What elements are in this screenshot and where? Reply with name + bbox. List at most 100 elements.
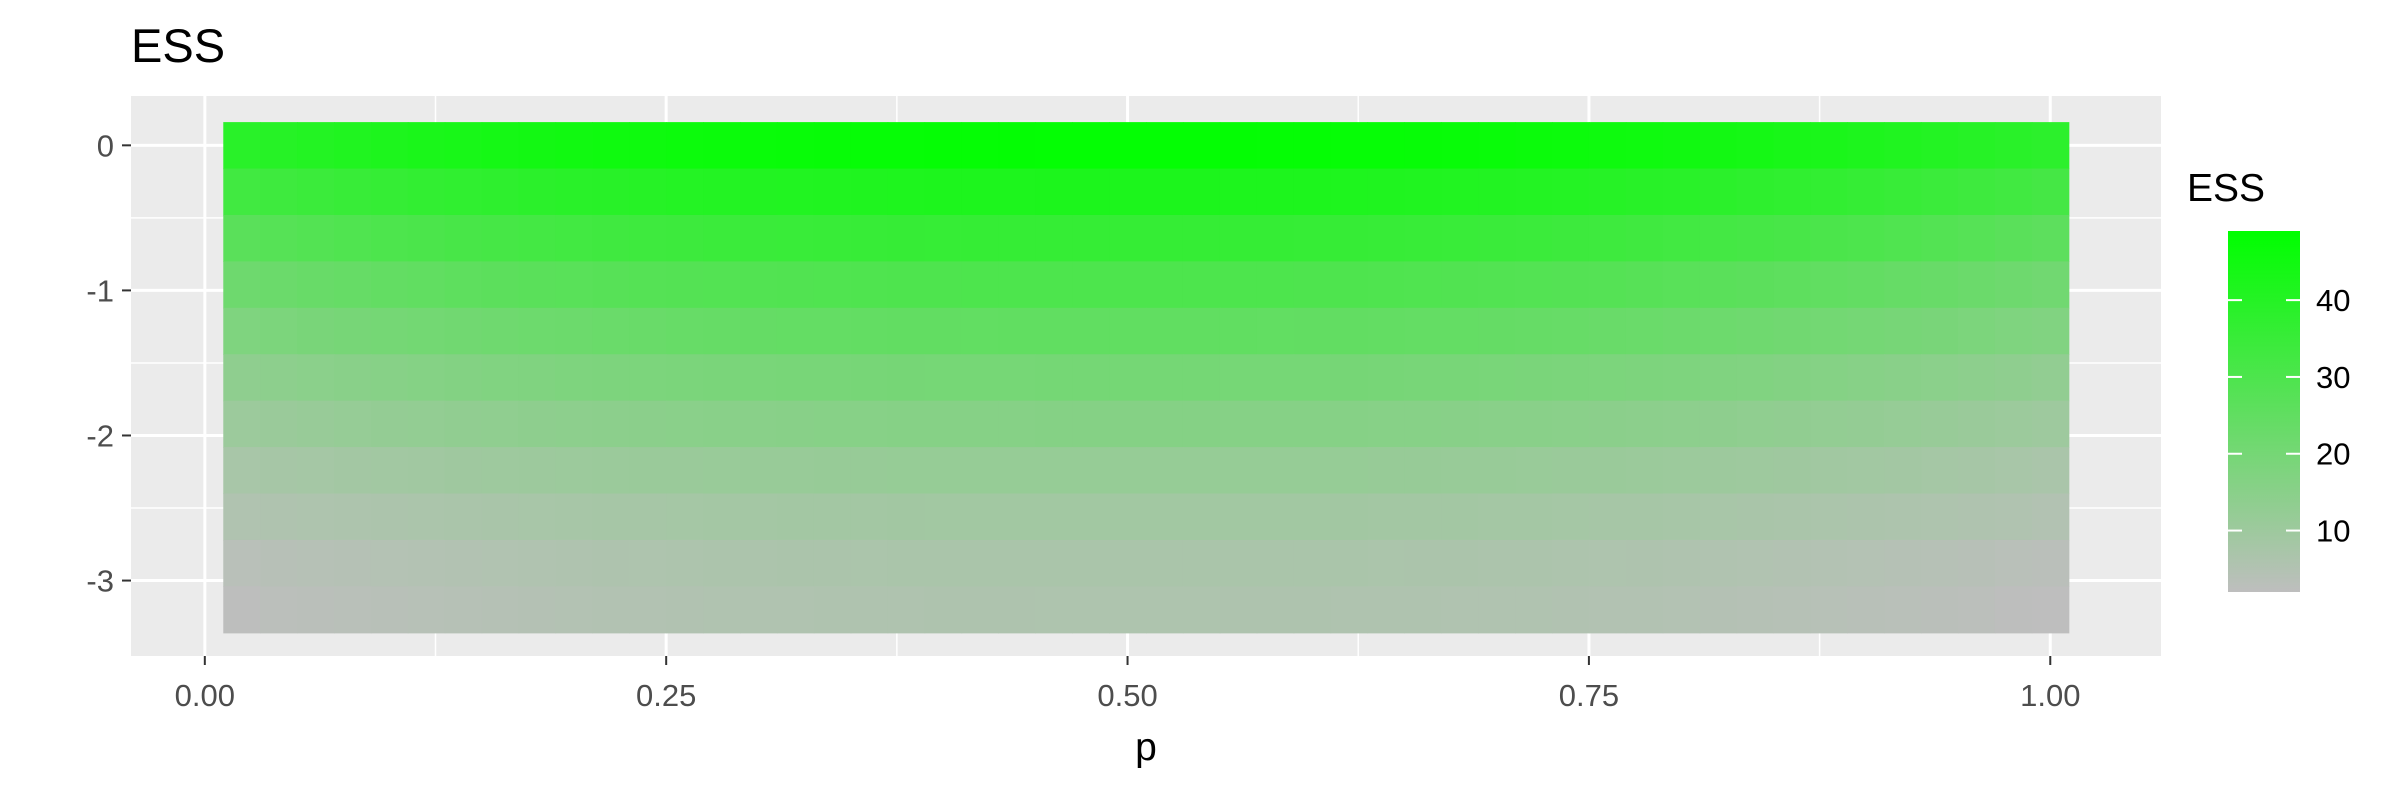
heatmap-tile <box>961 307 999 355</box>
heatmap-tile <box>1958 307 1996 355</box>
heatmap-tile <box>1146 539 1184 587</box>
heatmap-tile <box>924 539 963 587</box>
heatmap-tile <box>1367 214 1405 262</box>
heatmap-tile <box>703 493 741 541</box>
heatmap-tile <box>666 400 704 448</box>
heatmap-tile <box>223 307 261 355</box>
heatmap-tile <box>1552 354 1590 402</box>
heatmap-tile <box>629 122 667 170</box>
heatmap-tile <box>776 261 815 309</box>
heatmap-tile <box>1146 307 1184 355</box>
heatmap-tile <box>1810 261 1848 309</box>
heatmap-tile <box>1478 122 1516 170</box>
heatmap-tile <box>1109 539 1147 587</box>
heatmap-tile <box>1625 168 1664 216</box>
heatmap-tile <box>1736 261 1775 309</box>
heatmap-tile <box>1478 261 1516 309</box>
heatmap-tile <box>1552 214 1590 262</box>
heatmap-tile <box>1404 261 1442 309</box>
heatmap-tile <box>629 261 667 309</box>
heatmap-tile <box>555 493 593 541</box>
heatmap-tile <box>813 214 852 262</box>
heatmap-tile <box>1810 214 1848 262</box>
heatmap-tile <box>1921 400 1959 448</box>
heatmap-tile <box>1662 493 1701 541</box>
heatmap-tile <box>1478 447 1516 495</box>
heatmap-tile <box>1072 122 1110 170</box>
heatmap-tile <box>1921 447 1959 495</box>
heatmap-tile <box>1625 122 1664 170</box>
heatmap-tile <box>1515 261 1553 309</box>
heatmap-tile <box>260 539 298 587</box>
heatmap-tile <box>666 168 704 216</box>
heatmap-tile <box>1884 214 1922 262</box>
heatmap-tile <box>1773 168 1811 216</box>
heatmap-tile <box>223 586 261 634</box>
heatmap-tile <box>1736 539 1775 587</box>
heatmap-tile <box>1921 214 1959 262</box>
heatmap-tile <box>1921 493 1959 541</box>
heatmap-tile <box>887 122 926 170</box>
heatmap-tile <box>370 261 409 309</box>
heatmap-tile <box>998 400 1036 448</box>
heatmap-tile <box>370 400 409 448</box>
y-axis: 0 -1 -2 -3 <box>86 128 131 599</box>
heatmap-tile <box>887 261 926 309</box>
heatmap-tile <box>1330 168 1369 216</box>
heatmap-tile <box>260 400 298 448</box>
heatmap-tile <box>1293 400 1332 448</box>
heatmap-tile <box>1958 539 1996 587</box>
heatmap-tile <box>407 539 446 587</box>
heatmap-tile <box>666 586 704 634</box>
heatmap-tile <box>703 214 741 262</box>
heatmap-tile <box>1552 493 1590 541</box>
heatmap-tile <box>555 586 593 634</box>
x-axis: 0.00 0.25 0.50 0.75 1.00 <box>175 656 2080 713</box>
heatmap-tile <box>1441 122 1479 170</box>
heatmap-tile <box>223 168 261 216</box>
heatmap-tile <box>924 261 963 309</box>
heatmap-tile <box>1588 586 1627 634</box>
heatmap-tile <box>850 354 889 402</box>
heatmap-tile <box>1256 493 1295 541</box>
heatmap-tile <box>1552 400 1590 448</box>
heatmap-tile <box>1625 214 1664 262</box>
heatmap-tile <box>407 493 446 541</box>
heatmap-tile <box>1847 261 1885 309</box>
heatmap-tile <box>1219 400 1258 448</box>
heatmap-tile <box>481 261 520 309</box>
heatmap-tile <box>1552 261 1590 309</box>
heatmap-tile <box>518 354 557 402</box>
heatmap-tile <box>334 168 372 216</box>
heatmap-tile <box>1182 122 1221 170</box>
heatmap-tile <box>1921 261 1959 309</box>
heatmap-tile <box>334 307 372 355</box>
heatmap-tile <box>1810 122 1848 170</box>
heatmap-tile <box>444 214 483 262</box>
heatmap-tile <box>703 586 741 634</box>
heatmap-tile <box>629 168 667 216</box>
heatmap-tile <box>1847 539 1885 587</box>
heatmap-tile <box>260 447 298 495</box>
heatmap-tile <box>1441 214 1479 262</box>
heatmap-tile <box>776 214 815 262</box>
heatmap-tile <box>1515 400 1553 448</box>
heatmap-tile <box>1293 539 1332 587</box>
heatmap-tile <box>1256 539 1295 587</box>
heatmap-tile <box>260 261 298 309</box>
heatmap-tile <box>1847 354 1885 402</box>
heatmap-tile <box>998 447 1036 495</box>
heatmap-tile <box>1072 493 1110 541</box>
heatmap-tile <box>961 539 999 587</box>
heatmap-tile <box>703 447 741 495</box>
heatmap-tile <box>370 539 409 587</box>
x-axis-title: p <box>1135 726 1157 769</box>
heatmap-tile <box>370 122 409 170</box>
heatmap-tile <box>887 354 926 402</box>
heatmap-tile <box>1219 447 1258 495</box>
heatmap-tile <box>1404 307 1442 355</box>
heatmap-tile <box>2031 261 2070 309</box>
heatmap-tile <box>370 307 409 355</box>
heatmap-tile <box>1330 122 1369 170</box>
heatmap-tile <box>629 586 667 634</box>
